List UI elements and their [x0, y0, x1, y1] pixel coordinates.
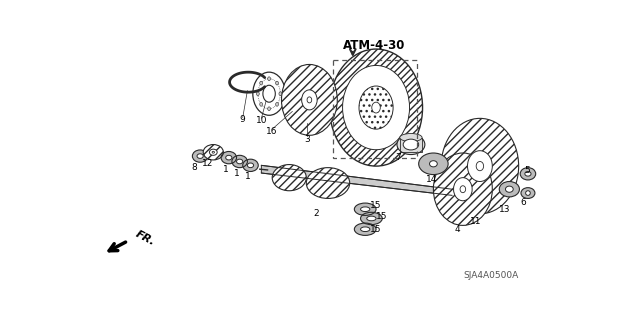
Ellipse shape [204, 145, 223, 160]
Ellipse shape [521, 188, 535, 198]
Text: SJA4A0500A: SJA4A0500A [463, 271, 518, 280]
Ellipse shape [403, 139, 419, 150]
Ellipse shape [301, 90, 317, 110]
Bar [333, 60, 417, 159]
Text: 15: 15 [369, 201, 381, 210]
Ellipse shape [248, 163, 253, 168]
Ellipse shape [330, 49, 422, 166]
Ellipse shape [367, 216, 376, 221]
Ellipse shape [441, 118, 518, 214]
Ellipse shape [226, 155, 232, 160]
Ellipse shape [193, 150, 208, 162]
Ellipse shape [260, 102, 262, 106]
Ellipse shape [359, 86, 393, 129]
Text: 11: 11 [470, 217, 481, 226]
Ellipse shape [419, 153, 448, 174]
Ellipse shape [330, 49, 422, 166]
Ellipse shape [307, 168, 349, 198]
Text: ATM-4-30: ATM-4-30 [343, 39, 406, 52]
Ellipse shape [372, 102, 380, 113]
Ellipse shape [282, 64, 337, 135]
Ellipse shape [268, 77, 271, 81]
Text: 13: 13 [499, 205, 511, 214]
Ellipse shape [454, 178, 472, 201]
Text: 3: 3 [304, 135, 310, 144]
Ellipse shape [221, 152, 237, 164]
Text: 2: 2 [314, 209, 319, 218]
Ellipse shape [237, 159, 243, 164]
Ellipse shape [433, 153, 492, 226]
Ellipse shape [355, 223, 376, 235]
Ellipse shape [355, 203, 376, 215]
Ellipse shape [263, 85, 275, 102]
Ellipse shape [279, 92, 282, 96]
Ellipse shape [520, 168, 536, 180]
Ellipse shape [525, 172, 531, 176]
Ellipse shape [276, 102, 278, 106]
Text: 6: 6 [520, 198, 526, 207]
Ellipse shape [204, 145, 223, 160]
Ellipse shape [506, 186, 513, 192]
Text: 12: 12 [202, 159, 214, 167]
Ellipse shape [197, 154, 204, 159]
Polygon shape [261, 165, 452, 195]
Ellipse shape [268, 107, 271, 111]
Ellipse shape [525, 191, 531, 195]
Text: 15: 15 [369, 225, 381, 234]
Ellipse shape [282, 64, 337, 135]
Text: 8: 8 [192, 163, 198, 172]
Ellipse shape [467, 151, 492, 182]
Bar [400, 137, 422, 152]
Text: 1: 1 [223, 165, 228, 174]
Text: 10: 10 [255, 116, 267, 125]
Ellipse shape [257, 92, 259, 96]
Text: 16: 16 [266, 127, 278, 136]
Ellipse shape [433, 153, 492, 226]
Ellipse shape [253, 72, 285, 115]
Text: 1: 1 [244, 172, 250, 182]
Ellipse shape [232, 155, 248, 168]
Ellipse shape [209, 149, 217, 155]
Ellipse shape [272, 165, 307, 191]
Ellipse shape [429, 161, 437, 167]
Ellipse shape [441, 118, 518, 214]
Ellipse shape [360, 227, 370, 232]
Ellipse shape [360, 212, 382, 225]
Ellipse shape [397, 135, 425, 154]
Ellipse shape [243, 159, 259, 172]
Text: 15: 15 [376, 211, 387, 221]
Text: 7: 7 [396, 153, 401, 162]
Text: 14: 14 [426, 175, 438, 184]
Text: 4: 4 [454, 225, 460, 234]
Text: 1: 1 [234, 168, 240, 178]
Ellipse shape [400, 134, 422, 142]
Text: FR.: FR. [134, 229, 157, 248]
Text: 5: 5 [524, 166, 530, 175]
Ellipse shape [260, 81, 262, 85]
Text: 9: 9 [240, 115, 246, 124]
Ellipse shape [276, 81, 278, 85]
Ellipse shape [342, 65, 410, 150]
Ellipse shape [499, 182, 520, 197]
Ellipse shape [360, 207, 370, 211]
